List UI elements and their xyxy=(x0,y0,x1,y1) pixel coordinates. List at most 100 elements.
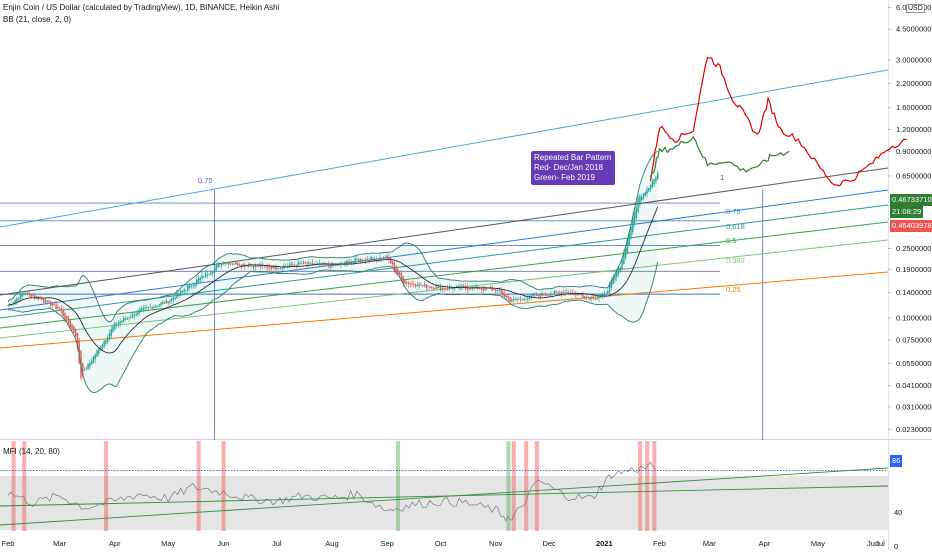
candle-body xyxy=(578,294,581,296)
candle-body xyxy=(509,297,511,302)
red-projection-line xyxy=(650,56,907,187)
mfi-signal-shade xyxy=(511,441,516,531)
candle-body xyxy=(190,285,193,287)
candle-body xyxy=(147,307,150,308)
candle-body xyxy=(308,262,310,264)
candle-body xyxy=(90,360,93,365)
candle-body xyxy=(347,261,349,263)
y-tick-label: 3.00000000 xyxy=(896,56,932,65)
candle-body xyxy=(295,264,298,267)
candle-body xyxy=(30,293,32,298)
candle-body xyxy=(486,288,488,290)
candle-body xyxy=(325,264,328,266)
candle-body xyxy=(23,292,25,295)
candle-body xyxy=(137,310,139,315)
candle-body xyxy=(12,302,15,305)
candle-body xyxy=(304,262,306,264)
candle-body xyxy=(115,324,118,326)
mfi-signal-shade xyxy=(645,441,650,531)
candle-body xyxy=(121,320,123,323)
candle-body xyxy=(258,265,260,267)
candle-body xyxy=(62,309,64,317)
candle-body xyxy=(156,306,159,307)
candle-body xyxy=(92,356,95,363)
candle-body xyxy=(213,267,216,273)
candle-body xyxy=(83,369,86,371)
candle-body xyxy=(309,262,312,264)
candle-body xyxy=(566,291,568,293)
candle-body xyxy=(491,288,493,291)
annotation-note: Repeated Bar Pattern Red- Dec/Jan 2018 G… xyxy=(531,151,615,185)
candle-body xyxy=(272,265,274,269)
candle-body xyxy=(197,278,200,283)
candle-body xyxy=(336,264,338,266)
candle-body xyxy=(375,258,378,260)
candle-body xyxy=(423,283,426,286)
candle-body xyxy=(119,321,121,324)
candle-body xyxy=(519,298,522,300)
candle-body xyxy=(614,274,616,281)
candle-body xyxy=(639,195,641,205)
annotation-line-3: Green- Feb 2019 xyxy=(534,173,595,182)
candle-body xyxy=(429,286,431,288)
fib-1-line xyxy=(0,167,889,296)
mfi-signal-shade xyxy=(11,441,16,531)
candle-body xyxy=(139,309,141,313)
candle-body xyxy=(657,172,659,180)
candle-body xyxy=(53,304,55,306)
y-tick-label: 0.02300000 xyxy=(896,425,932,434)
candle-body xyxy=(373,258,376,261)
candle-body xyxy=(628,232,630,246)
candle-body xyxy=(443,288,445,290)
x-tick-label: Jul xyxy=(272,539,282,548)
candle-body xyxy=(210,272,212,275)
candle-body xyxy=(455,285,458,288)
mfi-trend-line xyxy=(0,467,889,526)
prev-price-tag: 0.46403978 xyxy=(890,220,932,232)
candle-body xyxy=(194,283,196,286)
y-tick-label: 2.20000000 xyxy=(896,79,932,88)
candle-body xyxy=(124,318,127,320)
candle-body xyxy=(297,262,299,266)
candle-body xyxy=(585,296,588,298)
y-tick-label: 0.25000000 xyxy=(896,244,932,253)
candle-body xyxy=(557,291,559,293)
candle-body xyxy=(276,267,278,270)
candle-body xyxy=(206,274,209,276)
candle-body xyxy=(155,305,157,308)
candle-body xyxy=(39,298,41,299)
candle-body xyxy=(390,258,392,264)
candle-body xyxy=(235,262,237,265)
candle-body xyxy=(187,285,189,291)
candle-body xyxy=(174,297,177,299)
candle-body xyxy=(274,266,276,270)
candle-body xyxy=(569,292,572,294)
candle-body xyxy=(413,283,415,285)
candle-body xyxy=(537,294,540,296)
candle-body xyxy=(368,259,371,262)
candle-body xyxy=(535,293,538,296)
candle-body xyxy=(94,354,96,360)
candle-body xyxy=(178,293,180,296)
candle-body xyxy=(142,307,144,310)
x-tick-label: Feb xyxy=(653,539,666,548)
candle-body xyxy=(260,265,262,268)
x-tick-label: 2021 xyxy=(596,539,613,548)
fib-0-618-line xyxy=(0,204,889,319)
bb-lower-band xyxy=(7,261,659,394)
fib-label: 0.75 xyxy=(198,176,213,185)
candle-body xyxy=(514,299,516,300)
mfi-value-tag: 86 xyxy=(890,455,903,467)
candle-body xyxy=(126,317,128,320)
candle-body xyxy=(71,323,73,330)
candle-body xyxy=(544,294,547,296)
candle-body xyxy=(238,264,241,266)
candle-body xyxy=(416,285,419,287)
currency-label[interactable]: USD xyxy=(906,4,925,13)
candle-body xyxy=(489,288,492,289)
candle-body xyxy=(637,198,639,213)
bb-basis xyxy=(7,206,659,354)
y-tick-label: 1.60000000 xyxy=(896,103,932,112)
candle-body xyxy=(589,297,591,300)
